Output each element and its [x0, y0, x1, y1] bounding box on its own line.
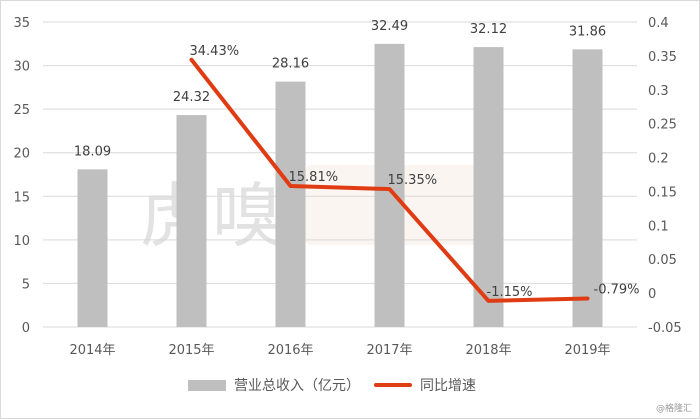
legend-bar-swatch	[188, 379, 226, 391]
x-axis-tick: 2014年	[69, 343, 115, 358]
left-axis-tick: 5	[22, 277, 30, 292]
legend: 营业总收入（亿元） 同比增速	[188, 375, 476, 395]
legend-line-swatch	[374, 383, 412, 387]
right-axis-tick: 0.4	[648, 16, 669, 31]
bar-value-label: 28.16	[272, 57, 309, 72]
bar-value-label: 32.49	[371, 19, 408, 34]
left-axis-tick: 10	[13, 234, 30, 249]
line-value-label: 34.43%	[190, 44, 240, 59]
line-value-label: 15.35%	[388, 173, 438, 188]
bar	[176, 115, 207, 327]
right-axis-tick: 0.05	[648, 253, 677, 268]
line-value-label: -1.15%	[487, 285, 533, 300]
bar	[77, 169, 108, 327]
bar-value-label: 31.86	[569, 24, 606, 39]
legend-bar-label: 营业总收入（亿元）	[234, 378, 360, 394]
watermark: 虎嗅	[140, 175, 284, 257]
bar-value-label: 32.12	[470, 22, 507, 37]
right-axis-tick: 0.25	[648, 118, 677, 133]
left-axis-tick: 30	[13, 60, 30, 75]
line-value-label: -0.79%	[594, 282, 640, 297]
bar	[572, 49, 603, 328]
x-axis-tick: 2016年	[267, 343, 313, 358]
right-axis-tick: 0	[648, 287, 656, 302]
legend-line-label: 同比增速	[420, 378, 476, 394]
right-axis-tick: 0.2	[648, 152, 669, 167]
left-axis-tick: 0	[22, 321, 30, 336]
x-axis-tick: 2018年	[465, 343, 511, 358]
right-axis-tick: 0.3	[648, 84, 669, 99]
credit: @格隆汇	[655, 404, 692, 414]
right-axis-tick: 0.15	[648, 185, 677, 200]
bar-value-label: 24.32	[173, 90, 210, 105]
line-value-label: 15.81%	[289, 170, 339, 185]
bar	[275, 81, 306, 327]
bar	[473, 47, 504, 328]
bar	[374, 43, 405, 327]
left-axis-tick: 15	[13, 190, 30, 205]
right-axis-tick: -0.05	[648, 321, 682, 336]
right-axis-tick: 0.35	[648, 50, 677, 65]
right-axis-tick: 0.1	[648, 219, 669, 234]
left-axis-tick: 25	[13, 103, 30, 118]
x-axis-tick: 2019年	[564, 343, 610, 358]
bar-value-label: 18.09	[74, 144, 111, 159]
x-axis-tick: 2015年	[168, 343, 214, 358]
left-axis-tick: 35	[13, 16, 30, 31]
growth-line	[189, 57, 590, 303]
x-axis-tick: 2017年	[366, 343, 412, 358]
left-axis-tick: 20	[13, 147, 30, 162]
